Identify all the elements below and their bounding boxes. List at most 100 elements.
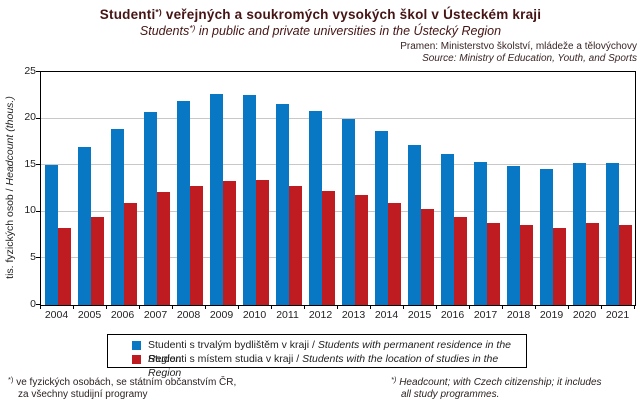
y-tick-label-15: 15 [24,157,36,170]
legend-swatch-blue [132,340,141,350]
y-tick-label-0: 0 [30,297,36,310]
x-tick-mark [106,305,107,309]
title-footnote-marker: *) [155,7,162,17]
bar-2016-permanent-residence [440,154,454,305]
source-note: Pramen: Ministerstvo školství, mládeže a… [400,41,637,64]
y-tick-mark [36,210,40,212]
x-tick-mark [535,305,536,309]
x-tick-label-2021: 2021 [605,309,630,321]
bar-2015-permanent-residence [407,144,421,305]
bar-2020-permanent-residence [572,163,586,305]
bar-2017-permanent-residence [473,162,487,305]
x-tick-label-2014: 2014 [374,309,399,321]
bar-2004-permanent-residence [44,165,58,305]
x-tick-mark [73,305,74,309]
chart-title-cs: Studenti*) veřejných a soukromých vysoký… [99,7,542,22]
bar-2007-permanent-residence [143,112,157,305]
gridline-5 [41,257,635,259]
y-tick-label-10: 10 [24,204,36,217]
y-tick-label-5: 5 [30,250,36,263]
x-tick-label-2016: 2016 [440,309,465,321]
x-tick-label-2008: 2008 [176,309,201,321]
x-tick-mark [403,305,404,309]
plot-area [40,71,636,306]
legend-item-permanent-residence: Studenti s trvalým bydlištěm v kraji / S… [108,338,526,365]
bar-2013-permanent-residence [341,118,355,305]
bar-2006-permanent-residence [110,128,124,305]
x-tick-mark [634,305,635,309]
chart-title-en: Students*) in public and private univers… [139,23,502,38]
x-tick-label-2015: 2015 [407,309,432,321]
x-tick-mark [238,305,239,309]
bar-2004-location-of-studies [57,227,71,305]
x-tick-label-2017: 2017 [473,309,498,321]
bar-2019-location-of-studies [552,227,566,305]
bar-2005-location-of-studies [90,217,104,305]
legend-label: Studenti s trvalým bydlištěm v kraji / [148,339,318,351]
y-axis-title: tis. fyzických osob / Headcount (thous.) [4,96,16,279]
x-tick-mark [172,305,173,309]
bar-2016-location-of-studies [453,217,467,305]
bar-2012-location-of-studies [321,191,335,305]
y-tick-mark [36,257,40,259]
legend-label-en: Students with the location of studies in… [148,353,499,379]
x-tick-label-2013: 2013 [341,309,366,321]
x-tick-mark [304,305,305,309]
y-tick-mark [36,117,40,119]
bar-2017-location-of-studies [486,223,500,305]
x-tick-label-2019: 2019 [539,309,564,321]
title-footnote-marker-en: *) [189,23,196,33]
bar-2014-location-of-studies [387,202,401,305]
source-line-en: Source: Ministry of Education, Youth, an… [422,52,637,64]
bar-2011-location-of-studies [288,185,302,305]
bar-2009-permanent-residence [209,94,223,305]
x-tick-mark [205,305,206,309]
bar-2021-location-of-studies [618,224,632,305]
source-line-cs: Pramen: Ministerstvo školství, mládeže a… [400,41,637,52]
footnote-english: *) Headcount; with Czech citizenship; it… [391,375,602,400]
y-tick-label-20: 20 [24,111,36,124]
bar-2020-location-of-studies [585,223,599,305]
y-tick-mark [36,304,40,305]
bar-2013-location-of-studies [354,195,368,305]
x-tick-mark [469,305,470,309]
x-tick-label-2006: 2006 [110,309,135,321]
gridline-15 [41,164,635,166]
x-tick-mark [502,305,503,309]
x-tick-label-2012: 2012 [308,309,333,321]
bar-2015-location-of-studies [420,209,434,305]
footnote-czech: *) ve fyzických osobách, se státním obča… [8,375,237,400]
x-tick-mark [337,305,338,309]
bar-2018-permanent-residence [506,166,520,305]
x-tick-label-2011: 2011 [276,309,299,321]
bar-2021-permanent-residence [605,163,619,305]
x-tick-label-2004: 2004 [44,309,69,321]
bar-2007-location-of-studies [156,192,170,305]
legend-swatch-red [132,354,141,364]
x-tick-mark [436,305,437,309]
bar-2005-permanent-residence [77,146,91,305]
x-tick-mark [40,305,41,309]
legend-box: Studenti s trvalým bydlištěm v kraji / S… [107,334,527,379]
x-tick-label-2010: 2010 [242,309,267,321]
x-tick-mark [568,305,569,309]
x-tick-label-2005: 2005 [77,309,102,321]
legend-item-location-of-studies: Studenti s místem studia v kraji / Stude… [108,352,526,379]
x-tick-mark [139,305,140,309]
bar-2011-permanent-residence [275,103,289,305]
y-tick-label-25: 25 [24,64,36,77]
bar-2008-location-of-studies [189,185,203,305]
x-tick-label-2009: 2009 [209,309,234,321]
legend-label-en: Students with permanent residence in the… [148,339,512,365]
x-tick-label-2007: 2007 [143,309,168,321]
bar-2008-permanent-residence [176,100,190,305]
x-tick-mark [370,305,371,309]
bar-2018-location-of-studies [519,224,533,305]
footnote-marker: *) [8,375,14,384]
footnote-marker-en: *) [391,375,397,384]
gridline-10 [41,210,635,212]
x-tick-mark [601,305,602,309]
bar-2019-permanent-residence [539,168,553,305]
bar-2009-location-of-studies [222,181,236,305]
